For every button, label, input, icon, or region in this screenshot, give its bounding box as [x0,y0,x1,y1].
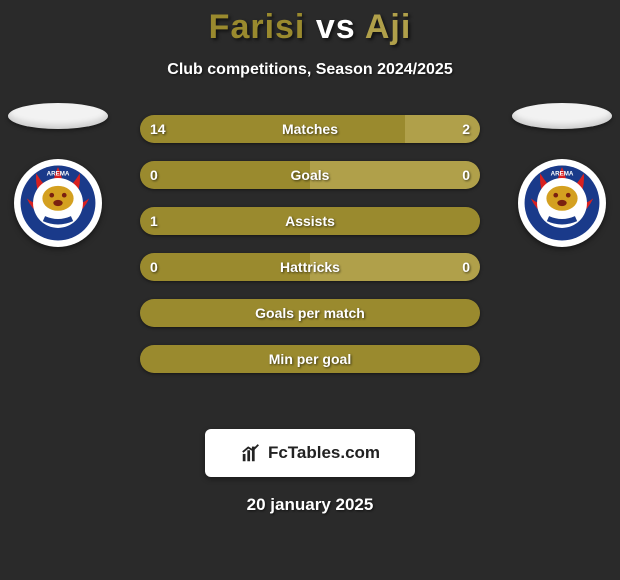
club-badge-icon: AREMA [19,164,97,242]
stat-value-left: 0 [150,259,158,275]
stat-bars-container: Matches142Goals00Assists1Hattricks00Goal… [140,115,480,373]
comparison-title: Farisi vs Aji [0,0,620,47]
footer-date: 20 january 2025 [0,495,620,515]
player1-club-badge: AREMA [14,159,102,247]
right-player-column: AREMA [512,103,612,247]
stat-value-right: 0 [462,259,470,275]
title-player2: Aji [365,8,411,46]
stat-value-left: 0 [150,167,158,183]
site-name: FcTables.com [268,443,380,463]
stat-row: Matches 14 2 [140,115,480,143]
player2-avatar-placeholder [512,103,612,129]
stat-label: Matches [282,121,338,137]
site-attribution[interactable]: FcTables.com [205,429,415,477]
stat-label: Hattricks [280,259,340,275]
stat-row: Hattricks 0 0 [140,253,480,281]
stat-fill-left [140,161,310,189]
stat-row: Goals 0 0 [140,161,480,189]
stat-fill-left [140,115,405,143]
stat-row: Assists 1 [140,207,480,235]
stat-fill-right [310,161,480,189]
stat-value-left: 14 [150,121,166,137]
comparison-subtitle: Club competitions, Season 2024/2025 [0,61,620,79]
stat-label: Goals [291,167,330,183]
stat-label: Min per goal [269,351,351,367]
site-logo-icon [240,442,262,464]
stat-row: Min per goal [140,345,480,373]
left-player-column: AREMA [8,103,108,247]
stat-value-right: 0 [462,167,470,183]
stat-value-left: 1 [150,213,158,229]
stat-value-right: 2 [462,121,470,137]
title-player1: Farisi [209,8,306,46]
club-badge-icon: AREMA [523,164,601,242]
stats-area: AREMA AREMA Matches 14 2 Goals 0 0 Assists 1 Hat… [0,115,620,405]
player1-avatar-placeholder [8,103,108,129]
badge-name-text: AREMA [47,171,70,178]
badge-name-text: AREMA [551,171,574,178]
stat-label: Goals per match [255,305,365,321]
player2-club-badge: AREMA [518,159,606,247]
title-vs: vs [316,8,356,46]
stat-row: Goals per match [140,299,480,327]
stat-label: Assists [285,213,335,229]
